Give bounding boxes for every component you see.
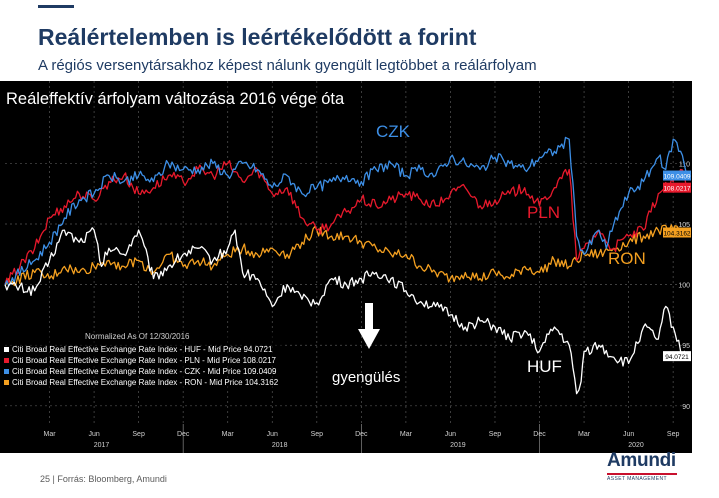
year-label: 2019 xyxy=(450,442,466,449)
title-accent-bar xyxy=(38,5,74,8)
x-tick-label: Jun xyxy=(445,431,456,438)
legend-swatch-huf xyxy=(4,347,9,352)
series-line-huf xyxy=(4,227,689,395)
series-line-pln xyxy=(4,160,689,285)
pln-label: PLN xyxy=(527,203,560,222)
y-tick-label: 100 xyxy=(678,283,690,290)
page-number: 25 xyxy=(40,474,51,484)
x-tick-label: Mar xyxy=(222,431,235,438)
year-label: 2018 xyxy=(272,442,288,449)
x-tick-label: Sep xyxy=(667,431,680,438)
legend-entry-ron: Citi Broad Real Effective Exchange Rate … xyxy=(12,378,279,387)
footer: 25 | Forrás: Bloomberg, Amundi xyxy=(40,474,167,484)
legend-swatch-ron xyxy=(4,380,9,385)
chart-title: Reáleffektív árfolyam változása 2016 vég… xyxy=(6,90,345,108)
x-tick-label: Sep xyxy=(311,431,324,438)
end-labels: 104.3162 108.0217 109.0409 94.0721 xyxy=(663,170,691,362)
last-value-pln: 108.0217 xyxy=(663,182,691,193)
x-tick-label: Mar xyxy=(44,431,57,438)
year-label: 2020 xyxy=(628,442,644,449)
czk-label: CZK xyxy=(376,122,411,141)
x-tick-label: Jun xyxy=(88,431,99,438)
x-tick-label: Dec xyxy=(533,431,546,438)
legend-entry-czk: Citi Broad Real Effective Exchange Rate … xyxy=(12,367,277,376)
footer-separator: | xyxy=(52,474,58,484)
last-value-ron: 104.3162 xyxy=(663,227,691,238)
weakening-label: gyengülés xyxy=(332,369,400,386)
last-value-czk: 109.0409 xyxy=(663,170,691,181)
y-tick-label: 90 xyxy=(682,404,690,411)
last-value-text: 104.3162 xyxy=(663,231,690,238)
x-tick-label: Mar xyxy=(400,431,413,438)
slide-subtitle: A régiós versenytársakhoz képest nálunk … xyxy=(38,57,537,74)
y-tick-label: 105 xyxy=(678,222,690,229)
legend-swatch-czk xyxy=(4,369,9,374)
legend-entry-huf: Citi Broad Real Effective Exchange Rate … xyxy=(12,345,273,354)
logo-underline xyxy=(607,473,677,475)
legend-swatch-pln xyxy=(4,358,9,363)
x-tick-label: Dec xyxy=(355,431,368,438)
slide-title: Reálértelemben is leértékelődött a forin… xyxy=(38,24,477,50)
x-tick-label: Jun xyxy=(267,431,278,438)
series-lines xyxy=(4,136,689,395)
legend-entry-pln: Citi Broad Real Effective Exchange Rate … xyxy=(12,356,277,365)
last-value-text: 109.0409 xyxy=(663,174,690,181)
last-value-text: 108.0217 xyxy=(663,186,690,193)
ron-label: RON xyxy=(608,249,646,268)
series-line-ron xyxy=(4,224,689,287)
series-line-czk xyxy=(4,136,689,287)
x-tick-label: Jun xyxy=(623,431,634,438)
chart-background xyxy=(0,81,692,453)
last-value-huf: 94.0721 xyxy=(663,351,691,362)
weakening-arrow xyxy=(358,303,380,349)
x-tick-label: Sep xyxy=(489,431,502,438)
x-tick-label: Dec xyxy=(177,431,190,438)
legend: Normalized As Of 12/30/2016 Citi Broad R… xyxy=(3,332,283,390)
logo-subtitle: ASSET MANAGEMENT xyxy=(607,476,667,482)
x-tick-label: Sep xyxy=(132,431,145,438)
y-tick-label: 95 xyxy=(682,343,690,350)
source-note: Forrás: Bloomberg, Amundi xyxy=(57,474,167,484)
x-tick-label: Mar xyxy=(578,431,591,438)
last-value-text: 94.0721 xyxy=(665,354,689,361)
chart-panel: 90 95 100 105 110 Mar Jun Sep Dec Mar Jun Sep Dec Mar… xyxy=(0,81,692,453)
amundi-logo: Amundi ASSET MANAGEMENT xyxy=(607,450,679,482)
logo-wordmark: Amundi xyxy=(607,450,676,471)
legend-header: Normalized As Of 12/30/2016 xyxy=(85,332,190,341)
huf-label: HUF xyxy=(527,357,562,376)
year-label: 2017 xyxy=(94,442,110,449)
